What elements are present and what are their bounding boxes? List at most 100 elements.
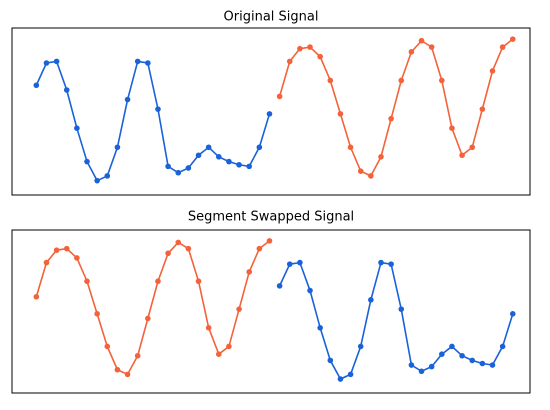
series-line — [278, 38, 514, 177]
marker — [215, 154, 222, 160]
marker — [479, 106, 486, 112]
marker — [388, 261, 394, 267]
marker — [145, 315, 151, 322]
marker — [84, 158, 90, 165]
marker — [347, 144, 354, 151]
marker — [276, 93, 283, 100]
marker — [439, 77, 445, 84]
marker — [357, 343, 364, 350]
marker — [357, 168, 364, 174]
marker — [499, 343, 506, 350]
marker — [114, 366, 121, 373]
marker — [509, 36, 516, 42]
marker — [84, 278, 90, 285]
marker — [155, 278, 161, 285]
marker — [226, 343, 232, 350]
marker — [165, 250, 171, 257]
marker — [266, 111, 273, 117]
marker — [347, 371, 354, 378]
marker — [236, 161, 242, 168]
marker — [276, 283, 283, 289]
marker — [185, 165, 192, 171]
marker — [428, 44, 435, 50]
marker — [408, 362, 415, 368]
marker — [479, 360, 486, 367]
marker — [104, 173, 111, 179]
marker — [145, 60, 151, 66]
marker — [286, 58, 293, 65]
marker — [195, 278, 202, 285]
marker — [94, 311, 100, 317]
marker — [459, 152, 465, 159]
marker — [175, 239, 182, 246]
marker — [53, 58, 60, 65]
marker — [378, 259, 384, 266]
marker — [226, 158, 232, 165]
marker — [489, 68, 496, 74]
marker — [418, 37, 425, 44]
marker — [307, 287, 313, 294]
marker — [63, 87, 70, 93]
marker — [297, 259, 303, 266]
marker — [185, 245, 192, 252]
marker — [317, 325, 323, 331]
marker — [408, 49, 415, 55]
marker — [266, 238, 273, 244]
marker — [134, 352, 141, 359]
marker — [469, 357, 476, 364]
marker — [428, 363, 435, 370]
chart-title: Segment Swapped Signal — [188, 210, 354, 225]
marker — [43, 60, 50, 66]
marker — [63, 245, 70, 252]
marker — [205, 325, 212, 331]
marker — [439, 351, 445, 357]
marker — [398, 306, 405, 312]
marker — [256, 245, 263, 252]
marker — [155, 106, 161, 112]
marker — [337, 111, 344, 117]
marker — [205, 144, 212, 151]
marker — [236, 306, 242, 312]
marker — [317, 53, 323, 60]
marker — [368, 297, 374, 303]
marker — [509, 311, 516, 317]
marker — [104, 343, 111, 350]
marker — [124, 96, 131, 103]
series-line — [278, 261, 514, 381]
marker — [449, 343, 455, 350]
marker — [378, 154, 384, 160]
marker — [307, 44, 313, 50]
marker — [449, 125, 455, 131]
marker — [195, 152, 202, 159]
marker — [418, 368, 425, 375]
marker — [165, 163, 171, 170]
marker — [388, 115, 394, 122]
marker — [175, 169, 182, 176]
marker — [134, 58, 141, 65]
marker — [256, 144, 263, 151]
marker — [327, 357, 334, 364]
series-line — [35, 60, 271, 182]
marker — [499, 44, 506, 50]
plot-frame — [11, 27, 531, 196]
marker — [398, 77, 405, 84]
marker — [337, 376, 344, 382]
marker — [43, 259, 50, 266]
marker — [33, 293, 40, 300]
marker — [74, 125, 80, 131]
marker — [368, 173, 374, 179]
marker — [94, 177, 100, 184]
chart-title: Original Signal — [224, 10, 319, 25]
marker — [53, 247, 60, 253]
marker — [327, 77, 334, 84]
marker — [114, 144, 121, 151]
marker — [286, 261, 293, 267]
marker — [246, 269, 253, 275]
marker — [215, 351, 222, 357]
marker — [469, 144, 476, 151]
marker — [33, 82, 40, 89]
plot-frame — [11, 229, 531, 394]
marker — [124, 371, 131, 378]
series-line — [35, 240, 270, 376]
marker — [459, 352, 465, 359]
